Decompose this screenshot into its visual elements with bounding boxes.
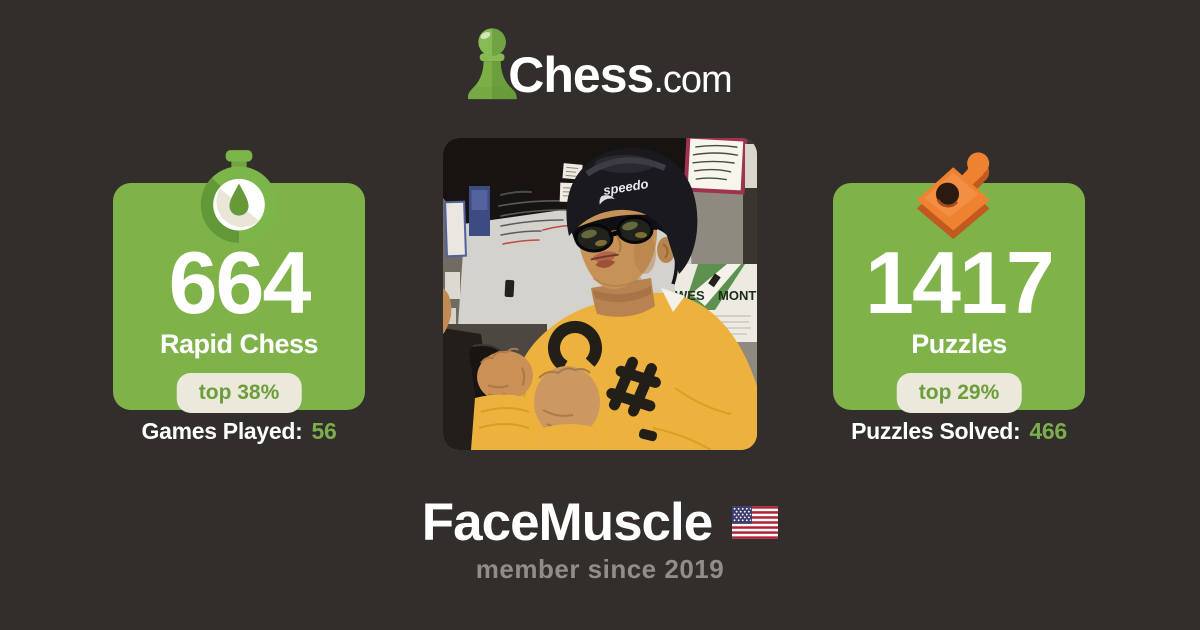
- cap-brand-text: speedo: [602, 176, 649, 198]
- rapid-rating: 664: [168, 233, 312, 332]
- puzzles-rating: 1417: [865, 233, 1055, 332]
- logo-brand: Chess: [508, 47, 654, 103]
- identity-row: FaceMuscle: [0, 494, 1200, 550]
- svg-text:MONT: MONT: [718, 288, 756, 303]
- username: FaceMuscle: [421, 492, 713, 552]
- puzzles-label: Puzzles: [911, 329, 1007, 359]
- rapid-label: Rapid Chess: [159, 329, 319, 359]
- puzzles-solved-value: 466: [1029, 418, 1067, 444]
- us-flag-icon: [732, 505, 779, 539]
- rapid-timer-icon: [200, 150, 278, 243]
- puzzles-solved-label: Puzzles Solved:: [851, 418, 1021, 444]
- games-played-line: Games Played: 56: [79, 418, 399, 445]
- puzzles-solved-line: Puzzles Solved: 466: [799, 418, 1119, 445]
- games-played-label: Games Played:: [141, 418, 303, 444]
- puzzles-percentile-badge: top 29%: [896, 373, 1022, 413]
- member-since: member since 2019: [475, 554, 725, 584]
- chesscom-logo: Chess .com: [0, 26, 1200, 102]
- profile-photo-illustration: WES MONT: [443, 138, 757, 450]
- puzzles-stat-card: 1417 Puzzles top 29%: [833, 183, 1085, 413]
- logo-tld: .com: [653, 59, 732, 101]
- puzzle-icon: [916, 152, 990, 240]
- logo-text: Chess .com: [508, 47, 732, 103]
- games-played-value: 56: [311, 418, 337, 444]
- profile-photo: WES MONT: [443, 138, 757, 450]
- pawn-icon: [468, 28, 518, 100]
- rapid-percentile-badge: top 38%: [176, 373, 302, 413]
